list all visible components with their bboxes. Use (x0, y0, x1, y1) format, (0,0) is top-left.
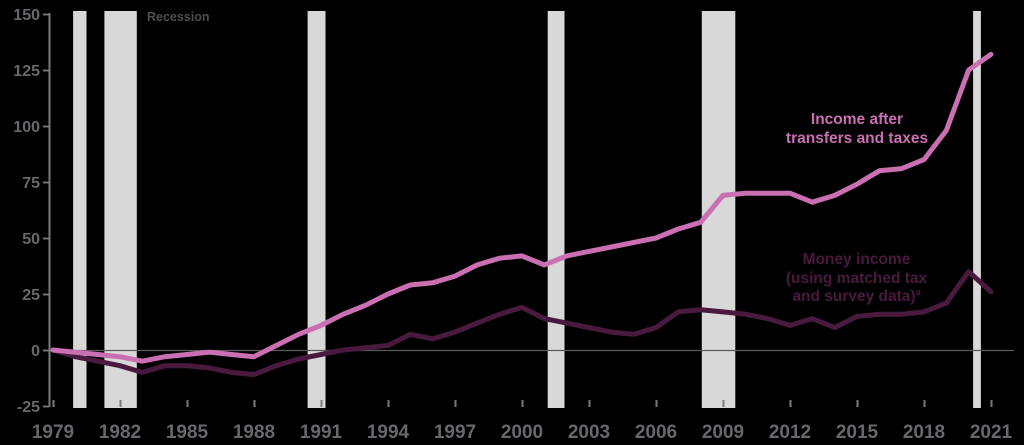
y-axis-tick-label: 100 (13, 119, 40, 136)
x-axis-tick-label: 2000 (501, 422, 543, 443)
recession-band (104, 11, 137, 408)
x-axis-tick-label: 2009 (702, 422, 744, 443)
x-axis-tick-label: 1982 (99, 422, 141, 443)
x-axis-tick-label: 1988 (233, 422, 275, 443)
y-axis-tick-label: 150 (13, 7, 40, 24)
y-axis-tick-label: 0 (31, 343, 40, 360)
x-axis-tick-label: 2018 (903, 422, 945, 443)
x-axis-tick-label: 2021 (970, 422, 1013, 443)
y-axis-tick-label: -25 (17, 399, 40, 416)
y-axis-tick-label: 125 (13, 63, 40, 80)
series-label-line: and survey data)a (769, 286, 944, 307)
series-line-money-income (50, 269, 994, 378)
x-axis-tick-label: 1985 (166, 422, 209, 443)
x-axis-tick-label: 1991 (300, 422, 343, 443)
recession-band (73, 11, 87, 408)
series-label-money-income: Money income (using matched tax and surv… (769, 251, 944, 307)
series-label-line: Money income (802, 251, 911, 268)
y-axis-tick-label: 50 (22, 231, 40, 248)
series-label-line: (using matched tax (785, 269, 928, 287)
recession-band (701, 11, 736, 408)
series-line-income-after-transfers-and-taxes (50, 51, 994, 364)
x-axis-tick-label: 2003 (568, 422, 610, 443)
recession-legend-label: Recession (147, 10, 210, 24)
x-axis-tick-label: 1979 (32, 422, 74, 443)
series-label-income-after-transfers-and-taxes: Income after transfers and taxes (771, 111, 943, 148)
x-axis-tick-label: 1994 (367, 422, 410, 443)
series-label-line: transfers and taxes (785, 129, 929, 147)
x-axis-tick-label: 2015 (836, 422, 879, 443)
recession-band (307, 11, 326, 408)
recession-band (973, 11, 981, 408)
x-axis-tick-label: 2012 (769, 422, 811, 443)
y-axis-tick-label: 25 (22, 287, 40, 304)
x-axis-tick-label: 1997 (434, 422, 476, 443)
y-axis-tick-label: 75 (22, 175, 40, 192)
x-axis-tick-label: 2006 (635, 422, 677, 443)
footnote-marker: a (915, 286, 921, 297)
series-label-line-text: and survey data) (792, 288, 916, 305)
recession-band (547, 11, 565, 408)
series-label-line: Income after (810, 111, 904, 128)
